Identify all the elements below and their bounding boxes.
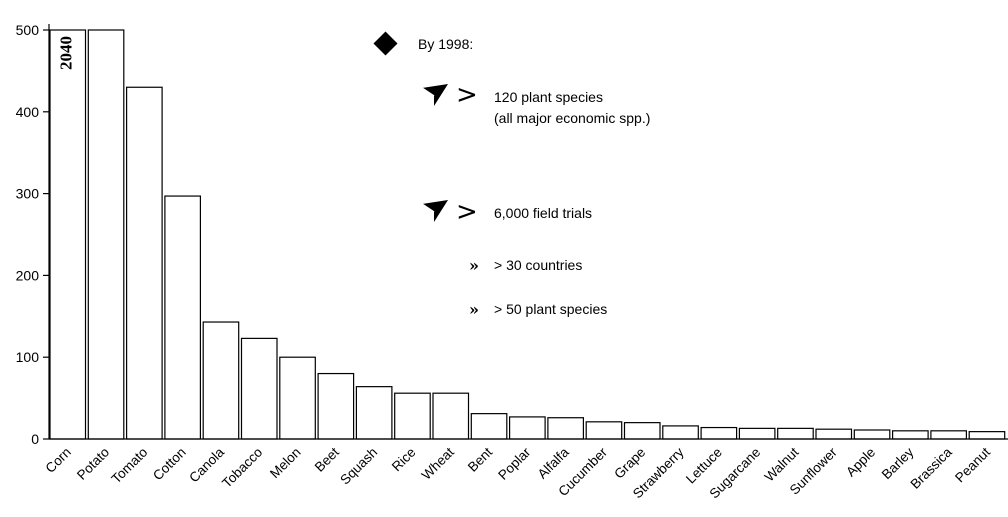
bar-walnut [777,427,814,440]
y-tick-label: 500 [16,22,40,38]
y-tick-label: 300 [16,186,40,202]
x-tick-label: Brassica [908,444,956,492]
y-axis: 0 100 200 300 400 500 [16,22,50,447]
annotation-heading: By 1998: [418,36,474,52]
x-tick-label: Corn [43,445,74,476]
bar-potato [87,29,125,440]
annotation-sub1: > 30 countries [494,257,583,273]
annotation-point2: 6,000 field trials [494,205,593,221]
x-tick-label: Apple [843,445,878,480]
bar-corn [49,29,87,440]
x-tick-label: Wheat [419,444,457,482]
bar-brassica [930,430,968,440]
bar-rice [394,392,431,440]
bar-cotton [164,195,201,440]
x-tick-label: Squash [337,445,380,488]
x-tick-label: Tobacco [219,445,265,491]
annotation-point1-sub: (all major economic spp.) [494,110,651,126]
x-tick-label: Melon [267,445,304,482]
bar-sunflower [815,428,853,440]
bar-sugarcane [738,427,776,440]
double-chevron-icon: » [469,256,479,275]
bar-canola [202,321,240,440]
bar-alfalfa [547,417,585,440]
bar-value-label: 2040 [57,36,76,70]
x-tick-label: Grape [611,445,648,482]
bar-poplar [509,416,546,440]
bar-tomato [125,86,163,440]
y-tick-label: 100 [16,349,40,365]
bar-melon [279,356,316,440]
x-tick-label: Peanut [952,444,993,485]
bars: 2040 [49,29,1006,440]
bar-peanut [968,431,1006,440]
bar-barley [891,430,929,440]
bar-apple [853,429,891,440]
x-tick-label: Tomato [109,445,151,487]
y-tick-label: 200 [16,267,40,283]
bar-bent [470,413,508,440]
bar-squash [355,386,393,440]
arrowhead-bullet-icon [421,84,448,106]
bar-cucumber [585,421,623,440]
y-tick-label: 0 [31,431,39,447]
x-tick-label: Cotton [150,445,189,484]
bar-wheat [432,392,470,440]
arrowhead-bullet-icon [421,200,448,222]
x-tick-label: Potato [74,445,112,483]
bar-beet [317,372,355,440]
bar-grape [623,422,661,440]
x-tick-label: Rice [389,445,419,475]
x-tick-label: Poplar [495,444,534,483]
greater-than-icon: > [456,197,478,227]
bar-tobacco [240,337,278,440]
x-tick-label: Bent [465,444,495,474]
y-tick-label: 400 [16,104,40,120]
double-chevron-icon: » [469,300,479,319]
greater-than-icon: > [456,80,478,110]
bar-strawberry [662,425,699,440]
annotation-sub2: > 50 plant species [494,301,608,317]
bar-lettuce [700,426,738,440]
x-tick-label: Beet [312,444,342,474]
x-tick-label: Alfalfa [535,444,572,481]
annotation-point1: 120 plant species [494,89,603,105]
